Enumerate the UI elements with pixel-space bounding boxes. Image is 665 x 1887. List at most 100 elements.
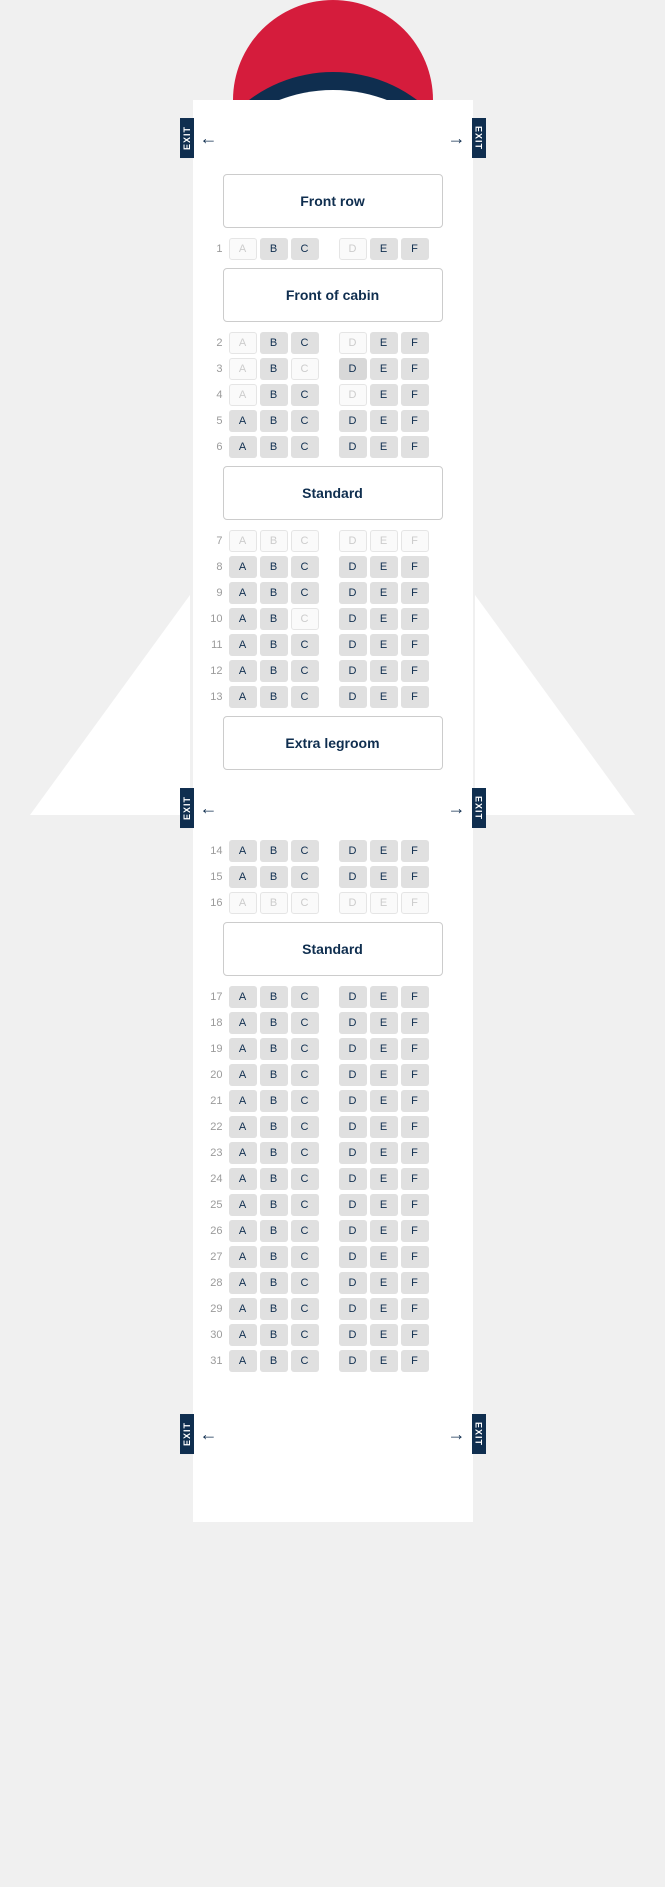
seat-23E[interactable]: E (370, 1142, 398, 1164)
seat-27C[interactable]: C (291, 1246, 319, 1268)
seat-29F[interactable]: F (401, 1298, 429, 1320)
seat-4B[interactable]: B (260, 384, 288, 406)
seat-12A[interactable]: A (229, 660, 257, 682)
seat-19C[interactable]: C (291, 1038, 319, 1060)
seat-24C[interactable]: C (291, 1168, 319, 1190)
seat-5D[interactable]: D (339, 410, 367, 432)
seat-6D[interactable]: D (339, 436, 367, 458)
seat-21B[interactable]: B (260, 1090, 288, 1112)
seat-12B[interactable]: B (260, 660, 288, 682)
seat-19A[interactable]: A (229, 1038, 257, 1060)
seat-25F[interactable]: F (401, 1194, 429, 1216)
seat-9C[interactable]: C (291, 582, 319, 604)
seat-20C[interactable]: C (291, 1064, 319, 1086)
seat-24A[interactable]: A (229, 1168, 257, 1190)
seat-20B[interactable]: B (260, 1064, 288, 1086)
seat-5C[interactable]: C (291, 410, 319, 432)
seat-8F[interactable]: F (401, 556, 429, 578)
seat-11E[interactable]: E (370, 634, 398, 656)
seat-28E[interactable]: E (370, 1272, 398, 1294)
seat-6A[interactable]: A (229, 436, 257, 458)
seat-21E[interactable]: E (370, 1090, 398, 1112)
seat-10B[interactable]: B (260, 608, 288, 630)
seat-30C[interactable]: C (291, 1324, 319, 1346)
seat-14A[interactable]: A (229, 840, 257, 862)
seat-28B[interactable]: B (260, 1272, 288, 1294)
seat-24B[interactable]: B (260, 1168, 288, 1190)
seat-10A[interactable]: A (229, 608, 257, 630)
seat-5A[interactable]: A (229, 410, 257, 432)
seat-15C[interactable]: C (291, 866, 319, 888)
seat-25E[interactable]: E (370, 1194, 398, 1216)
seat-15E[interactable]: E (370, 866, 398, 888)
seat-13C[interactable]: C (291, 686, 319, 708)
seat-15F[interactable]: F (401, 866, 429, 888)
seat-13D[interactable]: D (339, 686, 367, 708)
seat-9F[interactable]: F (401, 582, 429, 604)
seat-6E[interactable]: E (370, 436, 398, 458)
seat-21F[interactable]: F (401, 1090, 429, 1112)
seat-8E[interactable]: E (370, 556, 398, 578)
seat-21D[interactable]: D (339, 1090, 367, 1112)
seat-12D[interactable]: D (339, 660, 367, 682)
seat-1B[interactable]: B (260, 238, 288, 260)
seat-22E[interactable]: E (370, 1116, 398, 1138)
seat-19E[interactable]: E (370, 1038, 398, 1060)
seat-23D[interactable]: D (339, 1142, 367, 1164)
seat-4C[interactable]: C (291, 384, 319, 406)
seat-11B[interactable]: B (260, 634, 288, 656)
seat-30D[interactable]: D (339, 1324, 367, 1346)
seat-3F[interactable]: F (401, 358, 429, 380)
seat-6B[interactable]: B (260, 436, 288, 458)
seat-20F[interactable]: F (401, 1064, 429, 1086)
seat-30B[interactable]: B (260, 1324, 288, 1346)
seat-29E[interactable]: E (370, 1298, 398, 1320)
seat-5F[interactable]: F (401, 410, 429, 432)
seat-9A[interactable]: A (229, 582, 257, 604)
seat-13E[interactable]: E (370, 686, 398, 708)
seat-19B[interactable]: B (260, 1038, 288, 1060)
seat-15B[interactable]: B (260, 866, 288, 888)
seat-18D[interactable]: D (339, 1012, 367, 1034)
seat-8D[interactable]: D (339, 556, 367, 578)
seat-22F[interactable]: F (401, 1116, 429, 1138)
seat-21C[interactable]: C (291, 1090, 319, 1112)
seat-25C[interactable]: C (291, 1194, 319, 1216)
seat-13B[interactable]: B (260, 686, 288, 708)
seat-22A[interactable]: A (229, 1116, 257, 1138)
seat-26E[interactable]: E (370, 1220, 398, 1242)
seat-15D[interactable]: D (339, 866, 367, 888)
seat-31B[interactable]: B (260, 1350, 288, 1372)
seat-9D[interactable]: D (339, 582, 367, 604)
seat-4F[interactable]: F (401, 384, 429, 406)
seat-27D[interactable]: D (339, 1246, 367, 1268)
seat-20A[interactable]: A (229, 1064, 257, 1086)
seat-30A[interactable]: A (229, 1324, 257, 1346)
seat-12C[interactable]: C (291, 660, 319, 682)
seat-19F[interactable]: F (401, 1038, 429, 1060)
seat-2C[interactable]: C (291, 332, 319, 354)
seat-17F[interactable]: F (401, 986, 429, 1008)
seat-17A[interactable]: A (229, 986, 257, 1008)
seat-14E[interactable]: E (370, 840, 398, 862)
seat-30F[interactable]: F (401, 1324, 429, 1346)
seat-8C[interactable]: C (291, 556, 319, 578)
seat-17E[interactable]: E (370, 986, 398, 1008)
seat-28C[interactable]: C (291, 1272, 319, 1294)
seat-18F[interactable]: F (401, 1012, 429, 1034)
seat-3D[interactable]: D (339, 358, 367, 380)
seat-26C[interactable]: C (291, 1220, 319, 1242)
seat-1E[interactable]: E (370, 238, 398, 260)
seat-5E[interactable]: E (370, 410, 398, 432)
seat-6F[interactable]: F (401, 436, 429, 458)
seat-30E[interactable]: E (370, 1324, 398, 1346)
seat-11F[interactable]: F (401, 634, 429, 656)
seat-26A[interactable]: A (229, 1220, 257, 1242)
seat-27F[interactable]: F (401, 1246, 429, 1268)
seat-2F[interactable]: F (401, 332, 429, 354)
seat-22D[interactable]: D (339, 1116, 367, 1138)
seat-12F[interactable]: F (401, 660, 429, 682)
seat-14C[interactable]: C (291, 840, 319, 862)
seat-4E[interactable]: E (370, 384, 398, 406)
seat-26D[interactable]: D (339, 1220, 367, 1242)
